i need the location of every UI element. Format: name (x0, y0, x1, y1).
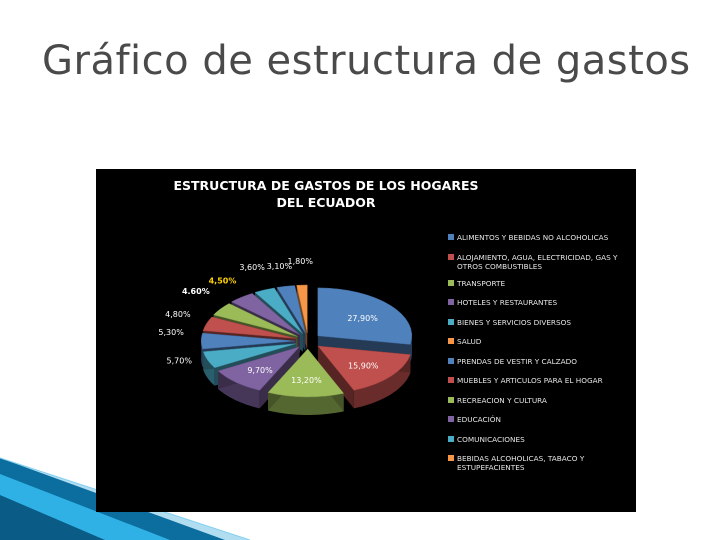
data-label: 9,70% (247, 366, 273, 375)
legend-item: EDUCACIÓN (448, 415, 632, 435)
data-label: 3,60% (239, 263, 265, 272)
data-label: 5,70% (167, 356, 193, 365)
legend-item: MUEBLES Y ARTICULOS PARA EL HOGAR (448, 376, 632, 396)
legend-label: SALUD (457, 337, 482, 346)
legend-label: RECREACION Y CULTURA (457, 395, 547, 405)
chart-legend: ALIMENTOS Y BEBIDAS NO ALCOHOLICAS ALOJAM… (448, 233, 632, 480)
pie-chart: 27,90% 15,90% 13,20% 9,70% 5,70% 5,30% 4,80% 4.… (158, 257, 413, 415)
legend-item: RECREACION Y CULTURA (448, 396, 632, 416)
legend-label: EDUCACIÓN (457, 415, 501, 424)
data-label: 4.60% (182, 287, 210, 296)
legend-item: HOTELES Y RESTAURANTES (448, 298, 632, 318)
legend-swatch (448, 455, 454, 461)
legend-swatch (448, 234, 454, 240)
data-label: 1,80% (288, 257, 314, 266)
data-label: 4,50% (209, 276, 237, 285)
data-label: 27,90% (347, 314, 378, 323)
legend-label: PRENDAS DE VESTIR Y CALZADO (457, 356, 578, 366)
legend-label: BIENES Y SERVICIOS DIVERSOS (457, 317, 572, 327)
pie-slice (296, 284, 308, 334)
legend-label: ALOJAMIENTO, AGUA, ELECTRICIDAD, GAS Y O… (457, 252, 618, 271)
pie-slice (217, 346, 301, 391)
legend-item: BEBIDAS ALCOHOLICAS, TABACO Y ESTUPEFACI… (448, 454, 632, 480)
data-label: 5,30% (158, 328, 184, 337)
pie-slice (202, 343, 297, 369)
pie-slice (202, 316, 296, 339)
pie-slice (317, 287, 413, 345)
legend-label: MUEBLES Y ARTICULOS PARA EL HOGAR (457, 376, 603, 385)
data-label: 3,10% (267, 262, 293, 271)
legend-swatch (448, 416, 454, 422)
pie-slice (317, 345, 411, 391)
legend-label: TRANSPORTE (457, 278, 506, 288)
legend-swatch (448, 435, 454, 442)
legend-item: ALIMENTOS Y BEBIDAS NO ALCOHOLICAS (448, 233, 632, 253)
legend-swatch (448, 396, 454, 403)
chart-title: ESTRUCTURA DE GASTOS DE LOS HOGARES DEL … (173, 178, 479, 210)
pie-slice (200, 332, 296, 350)
data-label: 13,20% (291, 376, 322, 385)
slide-corner-decoration (0, 457, 250, 540)
legend-item: COMUNICACIONES (448, 435, 632, 455)
pie-slice (254, 287, 303, 334)
legend-swatch (448, 279, 454, 286)
legend-swatch (448, 299, 454, 305)
data-label: 15,90% (348, 362, 379, 371)
legend-swatch (448, 253, 454, 260)
legend-item: SALUD (448, 337, 632, 357)
slide-title: Gráfico de estructura de gastos (42, 38, 691, 84)
legend-swatch (448, 357, 454, 364)
legend-label: ALIMENTOS Y BEBIDAS NO ALCOHOLICAS (457, 233, 609, 242)
legend-swatch (448, 377, 454, 383)
pie-slice (276, 285, 306, 334)
data-label: 4,80% (165, 310, 191, 319)
pie-slice (230, 293, 301, 335)
legend-item: PRENDAS DE VESTIR Y CALZADO (448, 357, 632, 377)
legend-swatch (448, 338, 454, 344)
legend-item: TRANSPORTE (448, 279, 632, 299)
legend-label: COMUNICACIONES (457, 434, 525, 444)
legend-item: BIENES Y SERVICIOS DIVERSOS (448, 318, 632, 338)
legend-label: HOTELES Y RESTAURANTES (457, 298, 558, 307)
legend-swatch (448, 318, 454, 325)
pie-slice (213, 303, 298, 337)
pie-slice (267, 348, 345, 398)
legend-label: BEBIDAS ALCOHOLICAS, TABACO Y ESTUPEFACI… (457, 454, 585, 472)
legend-item: ALOJAMIENTO, AGUA, ELECTRICIDAD, GAS Y O… (448, 253, 632, 279)
chart-panel: 27,90% 15,90% 13,20% 9,70% 5,70% 5,30% 4,80% 4.… (96, 169, 636, 512)
